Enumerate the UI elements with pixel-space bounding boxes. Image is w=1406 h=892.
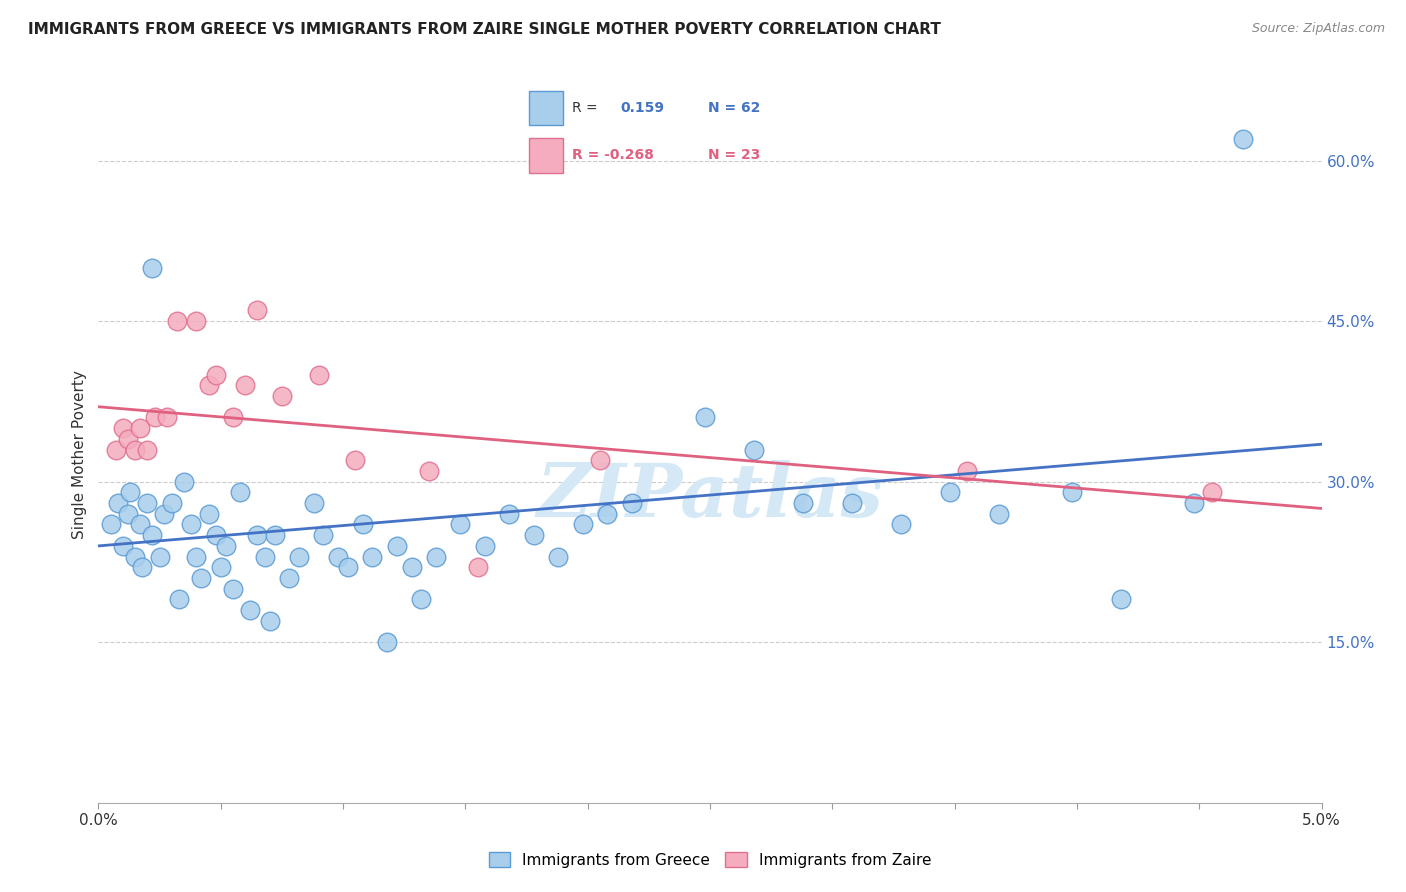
Point [474, 539, 496, 553]
Point [418, 464, 440, 478]
Point [117, 507, 139, 521]
Point [131, 560, 153, 574]
Point [841, 496, 863, 510]
Text: ZIPatlas: ZIPatlas [537, 460, 883, 533]
Point [312, 528, 335, 542]
Point [117, 432, 139, 446]
Legend: Immigrants from Greece, Immigrants from Zaire: Immigrants from Greece, Immigrants from … [481, 845, 939, 875]
Point [987, 507, 1010, 521]
Point [572, 517, 595, 532]
Point [450, 517, 472, 532]
Point [100, 517, 122, 532]
Point [1184, 496, 1206, 510]
Point [375, 635, 398, 649]
Point [239, 603, 262, 617]
Point [167, 592, 190, 607]
Point [620, 496, 643, 510]
Point [695, 410, 717, 425]
Point [1232, 132, 1254, 146]
Point [205, 368, 228, 382]
Point [259, 614, 281, 628]
Point [104, 442, 127, 457]
Point [222, 582, 245, 596]
Point [792, 496, 814, 510]
Point [302, 496, 325, 510]
Point [186, 314, 208, 328]
Point [124, 549, 146, 564]
Point [190, 571, 212, 585]
Point [361, 549, 384, 564]
Point [1109, 592, 1132, 607]
Point [186, 549, 208, 564]
Point [160, 496, 183, 510]
Point [205, 528, 228, 542]
Point [120, 485, 142, 500]
Point [129, 517, 152, 532]
Point [156, 410, 179, 425]
Point [166, 314, 188, 328]
Point [498, 507, 520, 521]
Point [111, 539, 134, 553]
Point [956, 464, 979, 478]
Point [136, 496, 159, 510]
Point [596, 507, 619, 521]
Point [742, 442, 765, 457]
Point [141, 260, 163, 275]
Point [214, 539, 236, 553]
Point [153, 507, 176, 521]
Point [308, 368, 330, 382]
Point [939, 485, 962, 500]
Point [136, 442, 159, 457]
Point [233, 378, 256, 392]
Text: IMMIGRANTS FROM GREECE VS IMMIGRANTS FROM ZAIRE SINGLE MOTHER POVERTY CORRELATIO: IMMIGRANTS FROM GREECE VS IMMIGRANTS FRO… [28, 22, 941, 37]
Text: R =: R = [572, 101, 598, 115]
Point [411, 592, 433, 607]
Point [589, 453, 612, 467]
Point [1201, 485, 1223, 500]
Point [547, 549, 569, 564]
Point [425, 549, 447, 564]
Point [197, 507, 219, 521]
Point [288, 549, 311, 564]
Point [141, 528, 163, 542]
Point [352, 517, 374, 532]
Point [890, 517, 912, 532]
Point [173, 475, 195, 489]
Point [336, 560, 359, 574]
Point [209, 560, 232, 574]
Point [385, 539, 408, 553]
Point [143, 410, 166, 425]
Point [1062, 485, 1084, 500]
Point [253, 549, 276, 564]
Text: N = 62: N = 62 [707, 101, 761, 115]
Point [278, 571, 301, 585]
Text: 0.159: 0.159 [620, 101, 664, 115]
Text: N = 23: N = 23 [707, 148, 761, 162]
Point [229, 485, 252, 500]
Point [180, 517, 202, 532]
Point [197, 378, 219, 392]
Y-axis label: Single Mother Poverty: Single Mother Poverty [72, 370, 87, 540]
Bar [529, 137, 562, 173]
Point [124, 442, 146, 457]
Point [401, 560, 423, 574]
Point [246, 528, 269, 542]
Bar [529, 91, 562, 126]
Point [111, 421, 134, 435]
Point [344, 453, 367, 467]
Point [107, 496, 129, 510]
Point [263, 528, 285, 542]
Point [270, 389, 294, 403]
Point [328, 549, 350, 564]
Point [129, 421, 152, 435]
Point [222, 410, 245, 425]
Text: Source: ZipAtlas.com: Source: ZipAtlas.com [1251, 22, 1385, 36]
Point [246, 303, 269, 318]
Point [467, 560, 489, 574]
Point [523, 528, 546, 542]
Text: R = -0.268: R = -0.268 [572, 148, 654, 162]
Point [149, 549, 172, 564]
